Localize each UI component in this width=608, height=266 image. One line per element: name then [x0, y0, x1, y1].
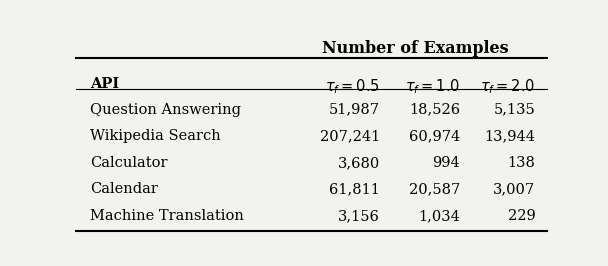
Text: 1,034: 1,034: [418, 209, 460, 223]
Text: API: API: [90, 77, 119, 91]
Text: 13,944: 13,944: [485, 129, 536, 143]
Text: 20,587: 20,587: [409, 182, 460, 197]
Text: Calculator: Calculator: [90, 156, 168, 170]
Text: Machine Translation: Machine Translation: [90, 209, 244, 223]
Text: Wikipedia Search: Wikipedia Search: [90, 129, 221, 143]
Text: 5,135: 5,135: [494, 103, 536, 117]
Text: Number of Examples: Number of Examples: [322, 40, 508, 57]
Text: Question Answering: Question Answering: [90, 103, 241, 117]
Text: $\tau_f = 0.5$: $\tau_f = 0.5$: [325, 77, 380, 96]
Text: 994: 994: [432, 156, 460, 170]
Text: $\tau_f = 2.0$: $\tau_f = 2.0$: [480, 77, 536, 96]
Text: $\tau_f = 1.0$: $\tau_f = 1.0$: [405, 77, 460, 96]
Text: 3,680: 3,680: [337, 156, 380, 170]
Text: Calendar: Calendar: [90, 182, 158, 197]
Text: 18,526: 18,526: [409, 103, 460, 117]
Text: 138: 138: [508, 156, 536, 170]
Text: 229: 229: [508, 209, 536, 223]
Text: 51,987: 51,987: [329, 103, 380, 117]
Text: 3,007: 3,007: [493, 182, 536, 197]
Text: 61,811: 61,811: [329, 182, 380, 197]
Text: 60,974: 60,974: [409, 129, 460, 143]
Text: 207,241: 207,241: [320, 129, 380, 143]
Text: 3,156: 3,156: [338, 209, 380, 223]
